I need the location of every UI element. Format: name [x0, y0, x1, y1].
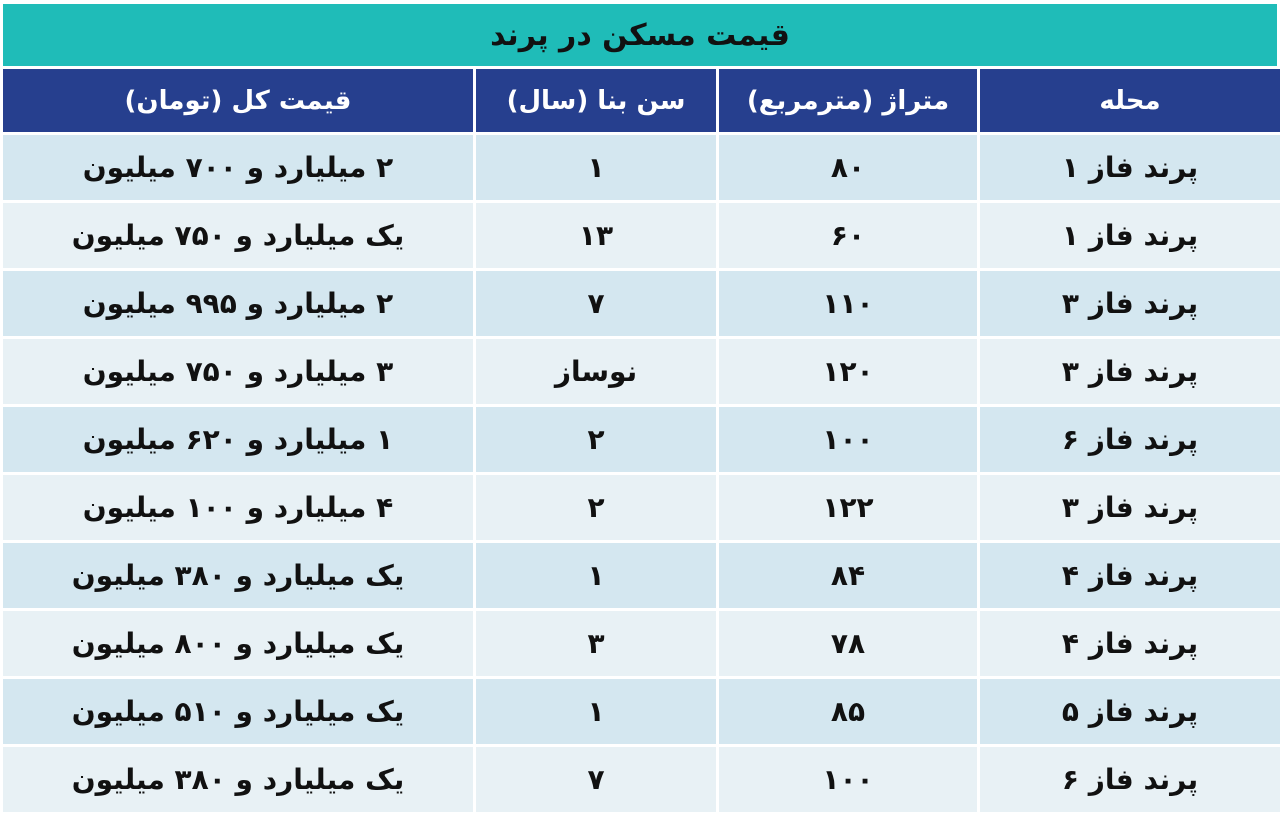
header-row: محله متراژ (مترمربع) سن بنا (سال) قیمت ک…: [3, 69, 1280, 132]
cell-building-age: ۱: [476, 135, 716, 200]
cell-neighborhood: پرند فاز ۶: [980, 407, 1280, 472]
cell-area: ۱۰۰: [719, 407, 977, 472]
header-building-age: سن بنا (سال): [476, 69, 716, 132]
cell-area: ۱۲۲: [719, 475, 977, 540]
cell-area: ۶۰: [719, 203, 977, 268]
cell-total-price: ۱ میلیارد و ۶۲۰ میلیون: [3, 407, 473, 472]
cell-neighborhood: پرند فاز ۱: [980, 203, 1280, 268]
table-row: پرند فاز ۱ ۸۰ ۱ ۲ میلیارد و ۷۰۰ میلیون: [3, 135, 1280, 200]
cell-total-price: یک میلیارد و ۵۱۰ میلیون: [3, 679, 473, 744]
table-row: پرند فاز ۱ ۶۰ ۱۳ یک میلیارد و ۷۵۰ میلیون: [3, 203, 1280, 268]
cell-area: ۱۲۰: [719, 339, 977, 404]
cell-building-age: ۱: [476, 543, 716, 608]
table-row: پرند فاز ۳ ۱۲۲ ۲ ۴ میلیارد و ۱۰۰ میلیون: [3, 475, 1280, 540]
cell-building-age: ۲: [476, 407, 716, 472]
cell-area: ۱۰۰: [719, 747, 977, 812]
cell-building-age: ۱: [476, 679, 716, 744]
cell-building-age: ۷: [476, 271, 716, 336]
table-row: پرند فاز ۳ ۱۱۰ ۷ ۲ میلیارد و ۹۹۵ میلیون: [3, 271, 1280, 336]
table-title: قیمت مسکن در پرند: [3, 4, 1277, 66]
cell-total-price: ۴ میلیارد و ۱۰۰ میلیون: [3, 475, 473, 540]
cell-area: ۸۴: [719, 543, 977, 608]
cell-area: ۷۸: [719, 611, 977, 676]
cell-neighborhood: پرند فاز ۴: [980, 611, 1280, 676]
cell-neighborhood: پرند فاز ۳: [980, 339, 1280, 404]
cell-area: ۸۵: [719, 679, 977, 744]
cell-building-age: ۳: [476, 611, 716, 676]
cell-building-age: ۲: [476, 475, 716, 540]
price-table-container: قیمت مسکن در پرند محله متراژ (مترمربع) س…: [0, 4, 1280, 815]
cell-building-age: ۱۳: [476, 203, 716, 268]
housing-price-table: محله متراژ (مترمربع) سن بنا (سال) قیمت ک…: [0, 66, 1280, 815]
cell-neighborhood: پرند فاز ۴: [980, 543, 1280, 608]
header-area: متراژ (مترمربع): [719, 69, 977, 132]
cell-total-price: یک میلیارد و ۸۰۰ میلیون: [3, 611, 473, 676]
table-row: پرند فاز ۳ ۱۲۰ نوساز ۳ میلیارد و ۷۵۰ میلیون: [3, 339, 1280, 404]
cell-neighborhood: پرند فاز ۱: [980, 135, 1280, 200]
table-row: پرند فاز ۴ ۸۴ ۱ یک میلیارد و ۳۸۰ میلیون: [3, 543, 1280, 608]
cell-total-price: یک میلیارد و ۷۵۰ میلیون: [3, 203, 473, 268]
cell-neighborhood: پرند فاز ۶: [980, 747, 1280, 812]
cell-area: ۱۱۰: [719, 271, 977, 336]
header-neighborhood: محله: [980, 69, 1280, 132]
cell-total-price: یک میلیارد و ۳۸۰ میلیون: [3, 747, 473, 812]
table-row: پرند فاز ۶ ۱۰۰ ۷ یک میلیارد و ۳۸۰ میلیون: [3, 747, 1280, 812]
table-row: پرند فاز ۵ ۸۵ ۱ یک میلیارد و ۵۱۰ میلیون: [3, 679, 1280, 744]
cell-total-price: یک میلیارد و ۳۸۰ میلیون: [3, 543, 473, 608]
cell-building-age: ۷: [476, 747, 716, 812]
cell-total-price: ۲ میلیارد و ۷۰۰ میلیون: [3, 135, 473, 200]
cell-total-price: ۲ میلیارد و ۹۹۵ میلیون: [3, 271, 473, 336]
cell-neighborhood: پرند فاز ۳: [980, 271, 1280, 336]
table-row: پرند فاز ۶ ۱۰۰ ۲ ۱ میلیارد و ۶۲۰ میلیون: [3, 407, 1280, 472]
cell-total-price: ۳ میلیارد و ۷۵۰ میلیون: [3, 339, 473, 404]
header-total-price: قیمت کل (تومان): [3, 69, 473, 132]
cell-building-age: نوساز: [476, 339, 716, 404]
cell-neighborhood: پرند فاز ۵: [980, 679, 1280, 744]
cell-area: ۸۰: [719, 135, 977, 200]
table-row: پرند فاز ۴ ۷۸ ۳ یک میلیارد و ۸۰۰ میلیون: [3, 611, 1280, 676]
cell-neighborhood: پرند فاز ۳: [980, 475, 1280, 540]
